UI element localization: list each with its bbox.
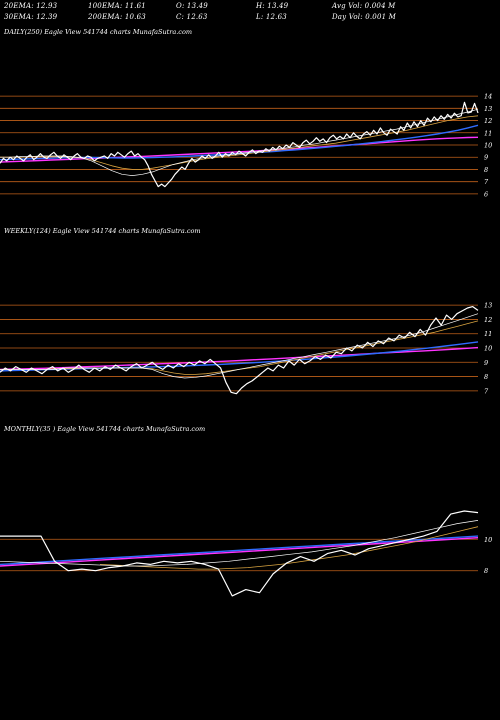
y-tick-label: 12 [484, 316, 492, 324]
ema100-stat: 100EMA: 11.61 [88, 2, 146, 10]
ema200-stat: 200EMA: 10.63 [88, 13, 146, 21]
ema20-line [0, 108, 479, 176]
ema100-line [0, 535, 479, 566]
day-vol-stat: Day Vol: 0.001 M [332, 13, 397, 21]
close-stat: C: 12.63 [176, 13, 208, 21]
ema30-stat: 30EMA: 12.39 [4, 13, 58, 21]
weekly-chart: 13 12 11 10 9 8 7 [0, 302, 492, 395]
ema30-line [99, 526, 479, 570]
daily-chart: 14 13 12 11 10 9 8 7 6 [0, 93, 492, 198]
high-stat: H: 13.49 [256, 2, 289, 10]
ema100-line [0, 341, 479, 372]
ema200-line [0, 537, 479, 567]
avg-vol-stat: Avg Vol: 0.004 M [332, 2, 396, 10]
y-tick-label: 10 [484, 142, 492, 150]
y-tick-label: 13 [484, 302, 492, 310]
y-tick-label: 7 [484, 387, 489, 395]
y-tick-label: 9 [484, 359, 488, 367]
ema200-line [0, 346, 479, 371]
y-tick-label: 10 [484, 536, 492, 544]
price-line [0, 510, 479, 597]
monthly-chart: 10 8 [0, 510, 492, 597]
y-tick-label: 8 [484, 166, 488, 174]
ema20-line [0, 313, 479, 379]
y-tick-label: 12 [484, 117, 492, 125]
weekly-panel-label: WEEKLY(124) Eagle View 541744 charts Mun… [4, 227, 201, 235]
y-tick-label: 7 [484, 178, 489, 186]
price-line [0, 306, 479, 395]
ema20-line [0, 520, 479, 567]
y-tick-label: 6 [484, 190, 488, 198]
y-tick-label: 14 [484, 93, 492, 101]
y-tick-label: 13 [484, 105, 492, 113]
y-tick-label: 8 [484, 567, 488, 575]
monthly-panel-label: MONTHLY(35 ) Eagle View 541744 charts Mu… [4, 425, 206, 433]
y-tick-label: 10 [484, 345, 492, 353]
y-tick-label: 11 [484, 129, 492, 137]
y-tick-label: 11 [484, 330, 492, 338]
open-stat: O: 13.49 [176, 2, 208, 10]
y-tick-label: 8 [484, 373, 488, 381]
indicator-header: 20EMA: 12.93 30EMA: 12.39 100EMA: 11.61 … [0, 2, 500, 26]
low-stat: L: 12.63 [256, 13, 287, 21]
daily-panel-label: DAILY(250) Eagle View 541744 charts Muna… [4, 28, 193, 36]
ema20-stat: 20EMA: 12.93 [4, 2, 58, 10]
price-line [0, 101, 479, 188]
y-tick-label: 9 [484, 154, 488, 162]
